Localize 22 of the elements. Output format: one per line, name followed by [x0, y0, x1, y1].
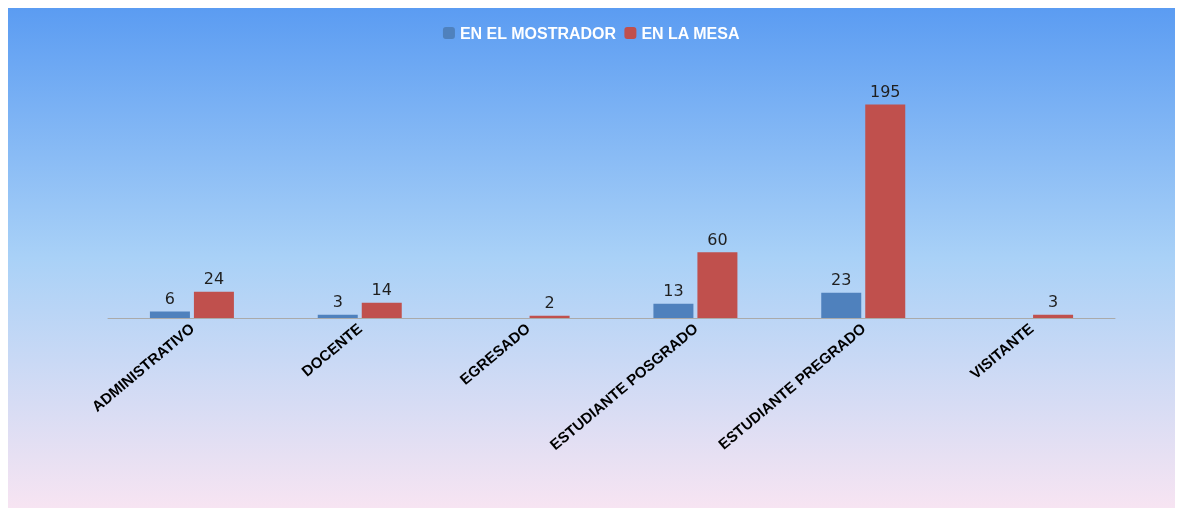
bar [529, 315, 570, 318]
data-label: 24 [203, 269, 225, 289]
bar [317, 314, 358, 318]
bar [149, 311, 190, 318]
bar [653, 303, 694, 318]
legend-label: EN LA MESA [641, 24, 740, 42]
legend-label: EN EL MOSTRADOR [459, 24, 617, 42]
data-label: 13 [663, 281, 684, 301]
data-label: 3 [1047, 292, 1059, 312]
data-label: 60 [707, 229, 728, 249]
bar [865, 104, 906, 318]
bar [697, 252, 738, 318]
bar [361, 302, 402, 318]
data-label: 23 [831, 270, 852, 290]
data-label: 3 [332, 292, 343, 312]
data-label: 14 [371, 280, 392, 300]
data-label: 2 [544, 293, 555, 313]
data-label: 6 [164, 288, 176, 308]
data-label: 195 [869, 81, 901, 101]
bar [821, 292, 862, 318]
bar [1033, 314, 1074, 318]
bar [193, 291, 234, 318]
